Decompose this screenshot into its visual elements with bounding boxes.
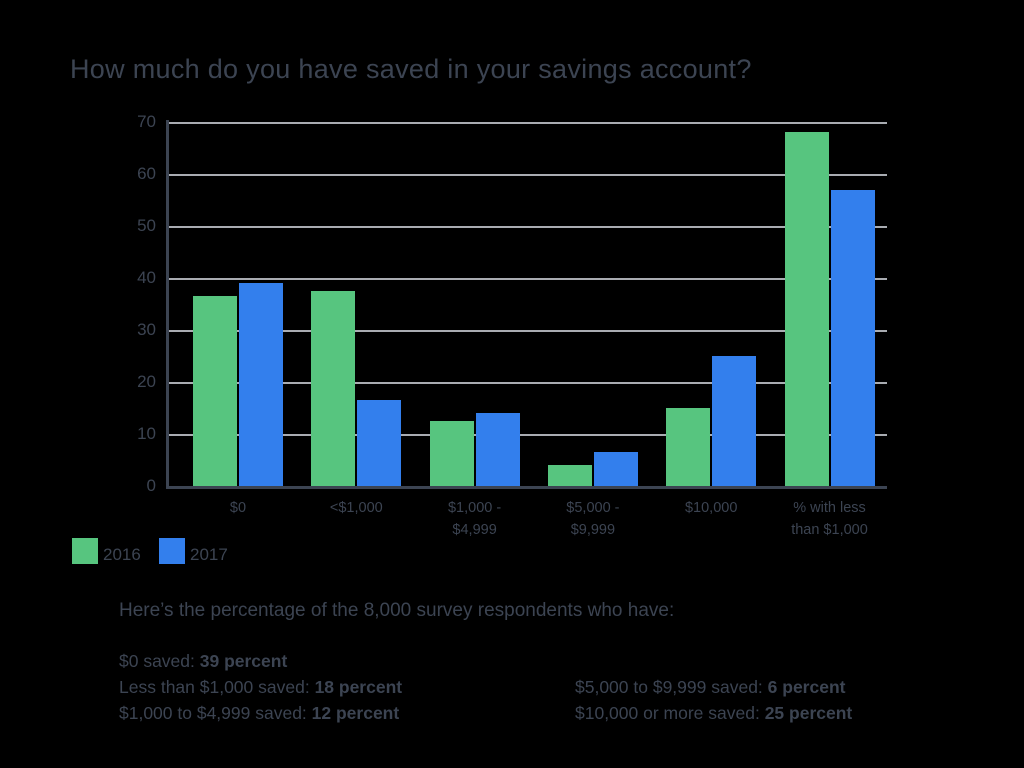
bar-2016-category-5 xyxy=(784,132,829,486)
chart-title: How much do you have saved in your savin… xyxy=(70,54,752,84)
x-axis-label-0: $0 xyxy=(229,500,247,516)
y-axis-tick-70: 70 xyxy=(137,112,156,131)
x-axis-label-3: $5,000 - $9,999 xyxy=(566,500,620,538)
y-axis-tick-20: 20 xyxy=(137,372,156,391)
bar-2017-category-2 xyxy=(475,413,520,486)
gridline-40 xyxy=(168,278,887,280)
x-axis-label-4: $10,000 xyxy=(684,500,738,516)
bar-2017-category-0 xyxy=(239,283,283,486)
stat-line: $1,000 to $4,999 saved: 12 percent xyxy=(119,703,400,723)
y-axis-tick-30: 30 xyxy=(137,320,156,339)
bar-2017-category-1 xyxy=(357,400,402,486)
bar-2016-category-4 xyxy=(666,408,711,486)
y-axis-tick-10: 10 xyxy=(137,424,156,443)
y-axis-tick-40: 40 xyxy=(137,268,156,287)
gridline-60 xyxy=(168,174,887,176)
bar-2017-category-3 xyxy=(593,452,638,486)
y-axis-tick-0: 0 xyxy=(146,476,156,495)
gridline-70 xyxy=(168,122,887,124)
bar-2016-category-3 xyxy=(547,465,592,486)
bar-2017-category-5 xyxy=(830,189,875,486)
bar-2016-category-2 xyxy=(429,421,474,486)
x-axis-label-1: <$1,000 xyxy=(329,500,383,516)
legend-label-2017: 2017 xyxy=(190,545,228,564)
summary-right-column: $5,000 to $9,999 saved: 6 percent $10,000… xyxy=(575,674,852,726)
bar-2016-category-1 xyxy=(311,291,356,486)
x-axis-label-5: % with less than $1,000 xyxy=(791,500,868,538)
bar-2017-category-4 xyxy=(712,356,757,486)
legend-label-2016: 2016 xyxy=(103,545,141,564)
stat-line: $10,000 or more saved: 25 percent xyxy=(575,703,853,723)
y-axis-tick-60: 60 xyxy=(137,164,156,183)
stat-line: $5,000 to $9,999 saved: 6 percent xyxy=(575,677,846,697)
y-axis-line xyxy=(166,120,169,489)
stat-line: Less than $1,000 saved: 18 percent xyxy=(119,677,403,697)
gridline-20 xyxy=(168,382,887,384)
gridline-50 xyxy=(168,226,887,228)
legend-swatch-2016 xyxy=(72,538,98,564)
gridline-10 xyxy=(168,434,887,436)
summary-intro: Here’s the percentage of the 8,000 surve… xyxy=(119,600,675,621)
gridline-30 xyxy=(168,330,887,332)
legend-swatch-2017 xyxy=(159,538,185,564)
y-axis-tick-50: 50 xyxy=(137,216,156,235)
x-axis-label-2: $1,000 - $4,999 xyxy=(447,500,502,538)
summary-left-column: $0 saved: 39 percent Less than $1,000 sav… xyxy=(119,648,402,726)
bar-2016-category-0 xyxy=(193,296,237,486)
stat-line: $0 saved: 39 percent xyxy=(119,651,288,671)
x-axis-line xyxy=(166,486,887,489)
